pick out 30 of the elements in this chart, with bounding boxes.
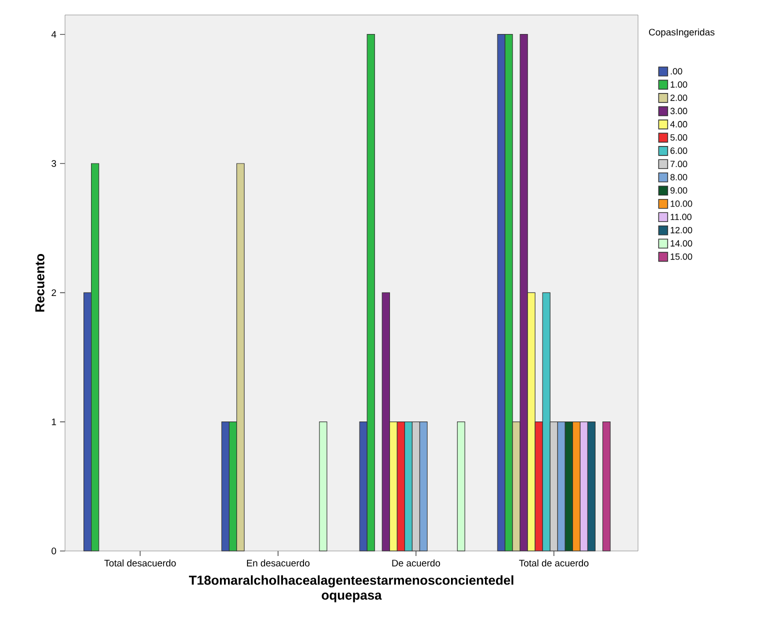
legend-label: 4.00 [670, 121, 688, 128]
legend-label: 5.00 [670, 134, 688, 141]
x-axis-title: T18omaralcholhacealagenteestarmenosconcientedel oquepasa [188, 575, 514, 602]
bar [319, 422, 328, 552]
legend-label: 8.00 [670, 174, 688, 180]
legend-label: 14.00 [670, 240, 692, 247]
legend-label: 2.00 [670, 94, 688, 101]
legend-label: 11.00 [670, 214, 692, 220]
x-tick-label: Total desacuerdo [104, 560, 176, 566]
y-axis-title: Recuento [35, 254, 44, 312]
y-tick-label: 0 [52, 548, 56, 554]
bar [457, 422, 466, 552]
legend-label: 1.00 [670, 81, 688, 88]
x-tick-label: De acuerdo [392, 560, 440, 566]
y-tick-label: 2 [52, 289, 56, 296]
y-tick-label: 3 [52, 160, 56, 167]
bar [602, 422, 611, 552]
y-tick-label: 1 [52, 418, 56, 426]
legend-label: 12.00 [670, 226, 692, 234]
legend-title: CopasIngeridas [649, 28, 714, 38]
legend-label: 6.00 [670, 148, 688, 154]
x-tick-label: En desacuerdo [247, 560, 310, 566]
legend-label: 7.00 [670, 160, 688, 168]
legend-label: 9.00 [670, 187, 688, 194]
legend-label: .00 [670, 68, 682, 74]
legend-label: 10.00 [670, 200, 692, 207]
legend-label: 15.00 [670, 253, 692, 260]
y-tick-label: 4 [51, 31, 56, 38]
legend-label: 3.00 [670, 108, 688, 114]
x-tick-label: Total de acuerdo [519, 560, 588, 566]
